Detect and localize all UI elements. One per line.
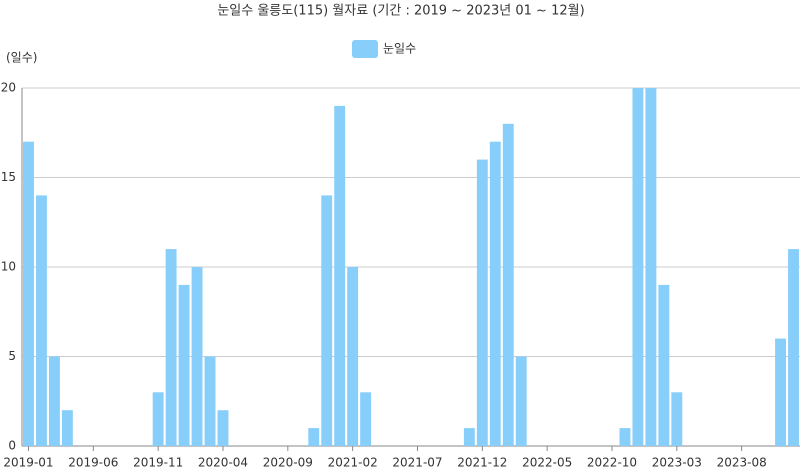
bar (61, 410, 73, 446)
bar (502, 123, 514, 447)
x-tick-label: 2020-04 (198, 456, 248, 470)
y-tick-label: 10 (1, 260, 16, 274)
bar (360, 392, 372, 446)
x-tick-label: 2022-05 (522, 456, 572, 470)
x-tick-label: 2023-03 (652, 456, 702, 470)
bar (217, 410, 229, 446)
bar (308, 428, 320, 446)
y-tick-label: 5 (8, 349, 16, 363)
bar (178, 284, 190, 446)
bar (347, 267, 359, 446)
bar (23, 141, 34, 446)
x-tick-label: 2021-02 (328, 456, 378, 470)
bar (619, 428, 631, 446)
legend-swatch (352, 40, 378, 58)
legend-label: 눈일수 (383, 42, 416, 56)
bar (165, 249, 177, 446)
x-tick-label: 2021-12 (457, 456, 507, 470)
bar (476, 159, 488, 446)
y-tick-label: 0 (8, 439, 16, 453)
bar (632, 88, 644, 446)
y-tick-label: 20 (1, 81, 16, 95)
bar (671, 392, 683, 446)
bar (334, 105, 346, 447)
x-tick-label: 2020-09 (263, 456, 313, 470)
x-tick-label: 2022-10 (587, 456, 637, 470)
bar (36, 195, 47, 446)
x-tick-label: 2019-06 (68, 456, 118, 470)
bar (463, 428, 475, 446)
bar (658, 284, 670, 446)
bar (191, 267, 203, 446)
bar (321, 195, 333, 446)
x-tick-label: 2019-01 (3, 456, 53, 470)
bar (489, 141, 501, 446)
bar (48, 356, 60, 446)
bar (515, 356, 527, 446)
x-tick-label: 2023-08 (717, 456, 767, 470)
y-axis-label: (일수) (6, 51, 37, 65)
bar (645, 88, 657, 446)
bar (204, 356, 216, 446)
chart-title: 눈일수 울릉도(115) 월자료 (기간 : 2019 ~ 2023년 01 ~… (217, 4, 584, 19)
bar (152, 392, 164, 446)
x-tick-label: 2021-07 (392, 456, 442, 470)
y-tick-label: 15 (1, 170, 16, 184)
bar (775, 338, 786, 446)
bar (788, 249, 799, 446)
x-tick-label: 2019-11 (133, 456, 183, 470)
